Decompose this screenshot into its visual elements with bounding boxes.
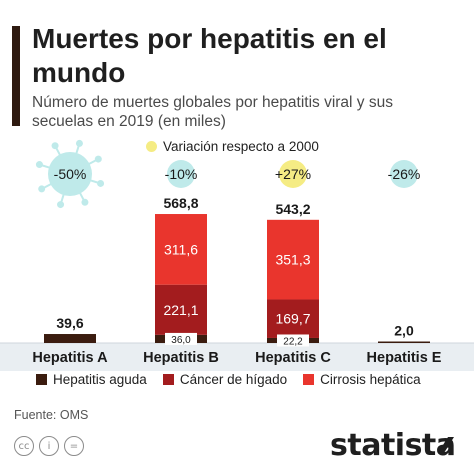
segment-label-1-1: 221,1 [163,302,198,318]
variation-legend: Variación respecto a 2000 [146,139,319,154]
virus-spike-tip-4 [35,161,43,169]
variation-circle-1 [167,160,195,188]
bar-segment-2-1 [267,299,319,338]
variation-legend-swatch [146,141,157,152]
variation-label-2: +27% [275,166,311,182]
virus-spike-tip-3 [38,185,46,193]
segment-label-2-1: 169,7 [275,311,310,327]
virus-spike-tip-7 [94,155,102,163]
category-label-2: Hepatitis C [255,350,331,366]
virus-spike-tip-5 [51,142,59,150]
virus-spike-tip-6 [75,139,83,147]
legend-item-acute: Hepatitis aguda [36,372,147,387]
variation-circle-0 [48,152,92,196]
segment-label-bg-1-0 [165,332,197,345]
page-title: Muertes por hepatitis en el mundo [32,23,387,88]
legend-label-cirrhosis: Cirrosis hepática [320,372,421,387]
attribution-icon[interactable]: i [39,436,59,456]
bar-segment-1-1 [155,284,207,335]
category-label-0: Hepatitis A [32,350,108,366]
legend-label-acute: Hepatitis aguda [53,372,147,387]
segment-label-1-0: 36,0 [171,335,191,346]
category-band [0,343,474,371]
license-icons: cc i = [14,436,89,456]
segment-label-1-2: 311,6 [164,241,198,257]
statista-mark-icon [438,437,454,453]
variation-circle-2 [279,160,307,188]
variation-label-1: -10% [165,166,198,182]
variation-circle-3 [390,160,418,188]
title-accent-bar [12,26,20,126]
variation-label-0: -50% [54,166,87,182]
segment-label-2-0: 22,2 [283,336,303,347]
virus-spike-tip-1 [81,198,89,206]
page-subtitle: Número de muertes globales por hepatitis… [32,94,393,130]
noderivs-icon[interactable]: = [64,436,84,456]
legend-item-cirrhosis: Cirrosis hepática [303,372,421,387]
series-legend: Hepatitis aguda Cáncer de hígado Cirrosi… [36,372,437,387]
legend-item-liver-cancer: Cáncer de hígado [162,372,288,387]
total-label-0: 39,6 [56,315,83,331]
brand-logo: statista [330,428,456,463]
legend-swatch-cirrhosis [303,374,315,385]
total-label-3: 2,0 [394,323,414,339]
variation-label-3: -26% [388,166,421,182]
bar-segment-1-2 [155,214,207,285]
cc-icon[interactable]: cc [14,436,34,456]
total-label-2: 543,2 [275,201,310,217]
virus-spike-tip-0 [97,179,105,187]
legend-label-liver-cancer: Cáncer de hígado [179,372,288,387]
segment-label-2-2: 351,3 [275,252,310,268]
source-note: Fuente: OMS [14,408,89,422]
legend-swatch-liver-cancer [162,374,174,385]
category-label-3: Hepatitis E [367,350,442,366]
segment-label-bg-2-0 [277,334,309,347]
variation-legend-label: Variación respecto a 2000 [163,139,319,154]
legend-swatch-acute [36,374,47,385]
category-label-1: Hepatitis B [143,350,219,366]
bar-segment-2-2 [267,219,319,300]
bar-segment-0-0 [44,334,96,343]
stacked-bar-chart: 39,6 -50% Hepatitis A 36,0 221,1 311,6 568,8 -1… [0,139,474,366]
virus-spike-tip-2 [57,201,65,209]
total-label-1: 568,8 [163,195,198,211]
